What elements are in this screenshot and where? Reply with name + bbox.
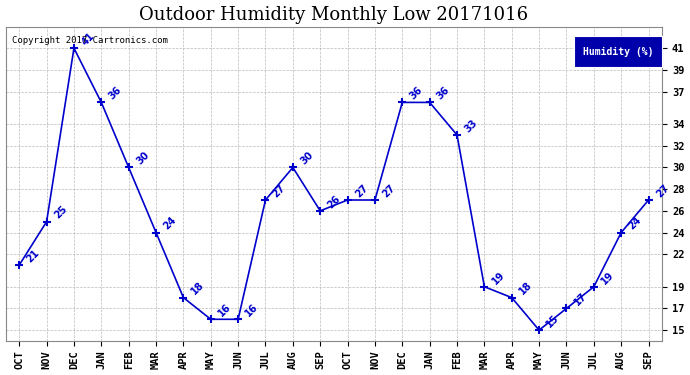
Text: 33: 33 [462, 117, 479, 134]
Text: 16: 16 [244, 302, 260, 318]
Text: 41: 41 [79, 31, 96, 47]
Text: 27: 27 [353, 183, 370, 199]
Text: 17: 17 [572, 291, 589, 308]
Text: 27: 27 [380, 183, 397, 199]
Text: 27: 27 [271, 183, 288, 199]
Text: 19: 19 [490, 269, 506, 286]
Text: 24: 24 [627, 215, 643, 232]
Text: 30: 30 [135, 150, 151, 167]
Text: 24: 24 [161, 215, 178, 232]
Text: 27: 27 [654, 183, 671, 199]
Text: 26: 26 [326, 194, 342, 210]
Text: 21: 21 [25, 248, 41, 264]
Text: 16: 16 [217, 302, 233, 318]
Text: Copyright 2017 Cartronics.com: Copyright 2017 Cartronics.com [12, 36, 168, 45]
Text: 18: 18 [518, 280, 534, 297]
Title: Outdoor Humidity Monthly Low 20171016: Outdoor Humidity Monthly Low 20171016 [139, 6, 529, 24]
Text: 36: 36 [107, 85, 124, 102]
Text: 15: 15 [544, 313, 561, 329]
Text: 36: 36 [408, 85, 424, 102]
Text: 25: 25 [52, 204, 69, 221]
Text: 18: 18 [189, 280, 206, 297]
Text: 19: 19 [600, 269, 616, 286]
Text: 30: 30 [298, 150, 315, 167]
Text: 36: 36 [435, 85, 452, 102]
